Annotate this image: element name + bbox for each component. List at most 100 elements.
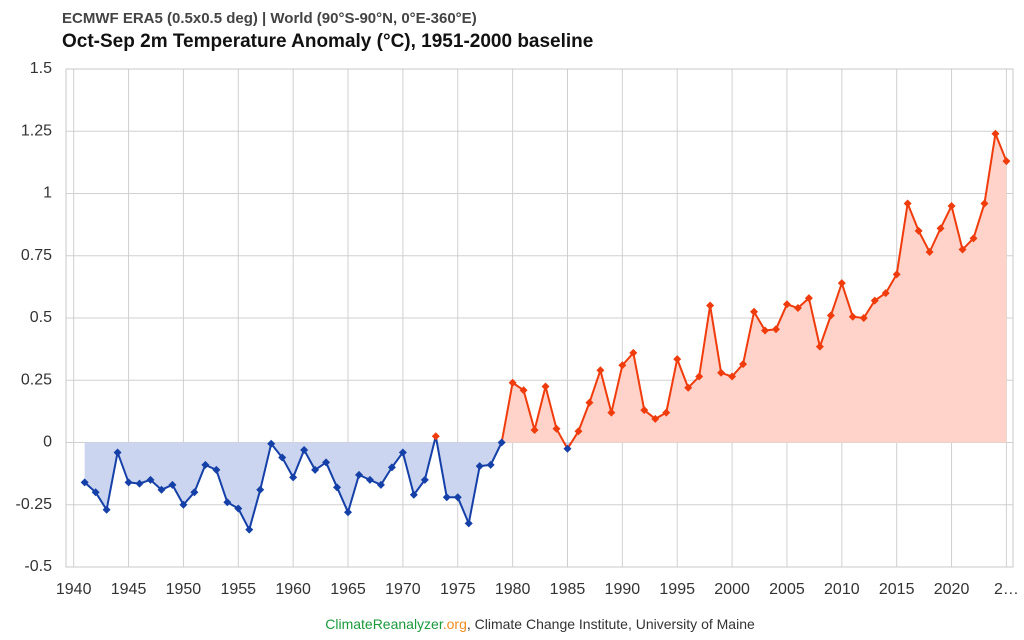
footer-source: ClimateReanalyzer — [325, 616, 444, 632]
marker — [947, 201, 956, 210]
x-tick-label: 1990 — [605, 581, 641, 598]
marker — [431, 432, 440, 441]
marker — [354, 470, 363, 479]
x-tick-label: 1955 — [220, 581, 256, 598]
marker — [651, 414, 660, 423]
x-tick-label: 1965 — [330, 581, 366, 598]
marker — [837, 279, 846, 288]
marker — [629, 348, 638, 357]
marker — [640, 406, 649, 415]
marker — [80, 478, 89, 487]
line-segment — [994, 133, 1008, 162]
marker — [848, 312, 857, 321]
marker — [596, 366, 605, 375]
marker — [179, 500, 188, 509]
line-segment — [336, 486, 349, 513]
line-segment — [401, 452, 415, 496]
marker — [212, 465, 221, 474]
line-segment — [577, 402, 591, 432]
marker — [914, 226, 923, 235]
chart-title: Oct-Sep 2m Temperature Anomaly (°C), 195… — [62, 31, 593, 52]
line-segment — [215, 469, 229, 503]
footer-tld: .org — [443, 616, 467, 632]
marker — [991, 129, 1000, 138]
x-tick-label: 1975 — [440, 581, 476, 598]
line-segment — [928, 227, 942, 253]
marker — [102, 505, 111, 514]
marker — [344, 508, 353, 517]
marker — [1002, 157, 1011, 166]
line-segment — [270, 443, 283, 459]
line-segment — [566, 430, 580, 450]
marker — [936, 224, 945, 233]
marker — [256, 485, 265, 494]
line-segment — [906, 203, 920, 232]
line-segment — [676, 358, 690, 389]
line-segment — [237, 508, 251, 531]
marker — [804, 294, 813, 303]
line-segment — [544, 386, 558, 430]
marker — [201, 460, 210, 469]
y-tick-label: 1.5 — [30, 60, 52, 77]
marker — [442, 493, 451, 502]
line-segment — [818, 315, 832, 347]
x-tick-label: 1970 — [385, 581, 421, 598]
line-segment — [413, 479, 426, 496]
line-segment — [248, 489, 262, 530]
marker — [771, 325, 780, 334]
x-tick-label: 2020 — [934, 581, 970, 598]
line-segment — [489, 442, 503, 466]
line-segment — [939, 205, 953, 229]
marker — [508, 378, 517, 387]
y-tick-label: 0 — [43, 434, 52, 451]
line-segment — [884, 273, 898, 294]
marker — [333, 483, 342, 492]
marker — [750, 307, 759, 316]
line-segment — [983, 133, 997, 204]
marker — [980, 199, 989, 208]
marker — [420, 475, 429, 484]
line-segment — [116, 452, 130, 483]
y-tick-label: 0.25 — [21, 371, 52, 388]
line-segment — [434, 436, 448, 498]
marker — [168, 480, 177, 489]
line-segment — [807, 297, 821, 347]
line-segment — [950, 205, 964, 250]
marker — [662, 408, 671, 417]
marker — [563, 444, 572, 453]
marker — [289, 473, 298, 482]
marker — [607, 408, 616, 417]
marker — [717, 368, 726, 377]
x-tick-label: 2000 — [714, 581, 750, 598]
marker — [793, 304, 802, 313]
marker — [925, 248, 934, 257]
marker — [969, 234, 978, 243]
line-segment — [533, 386, 547, 431]
line-segment — [632, 352, 646, 411]
line-segment — [665, 358, 679, 413]
x-tick-label: 1980 — [495, 581, 531, 598]
marker — [486, 460, 495, 469]
line-segment — [303, 449, 316, 471]
footer: ClimateReanalyzer.org, Climate Change In… — [325, 616, 755, 632]
line-segment — [829, 282, 843, 316]
marker — [387, 463, 396, 472]
x-tick-label: 1940 — [56, 581, 92, 598]
marker — [585, 398, 594, 407]
marker — [497, 438, 506, 447]
line-segment — [917, 230, 931, 253]
line-segment — [775, 303, 788, 330]
line-segment — [742, 311, 756, 365]
marker — [311, 465, 320, 474]
marker — [453, 493, 462, 502]
y-tick-label: 0.75 — [21, 247, 52, 264]
marker — [826, 311, 835, 320]
chart-subtitle: ECMWF ERA5 (0.5x0.5 deg) | World (90°S-9… — [62, 10, 477, 27]
footer-rest: , Climate Change Institute, University o… — [467, 616, 755, 632]
marker — [376, 480, 385, 489]
marker — [234, 504, 243, 513]
x-tick-label: 2005 — [769, 581, 805, 598]
marker — [552, 424, 561, 433]
line-segment — [895, 203, 909, 275]
line-segment — [325, 462, 338, 488]
